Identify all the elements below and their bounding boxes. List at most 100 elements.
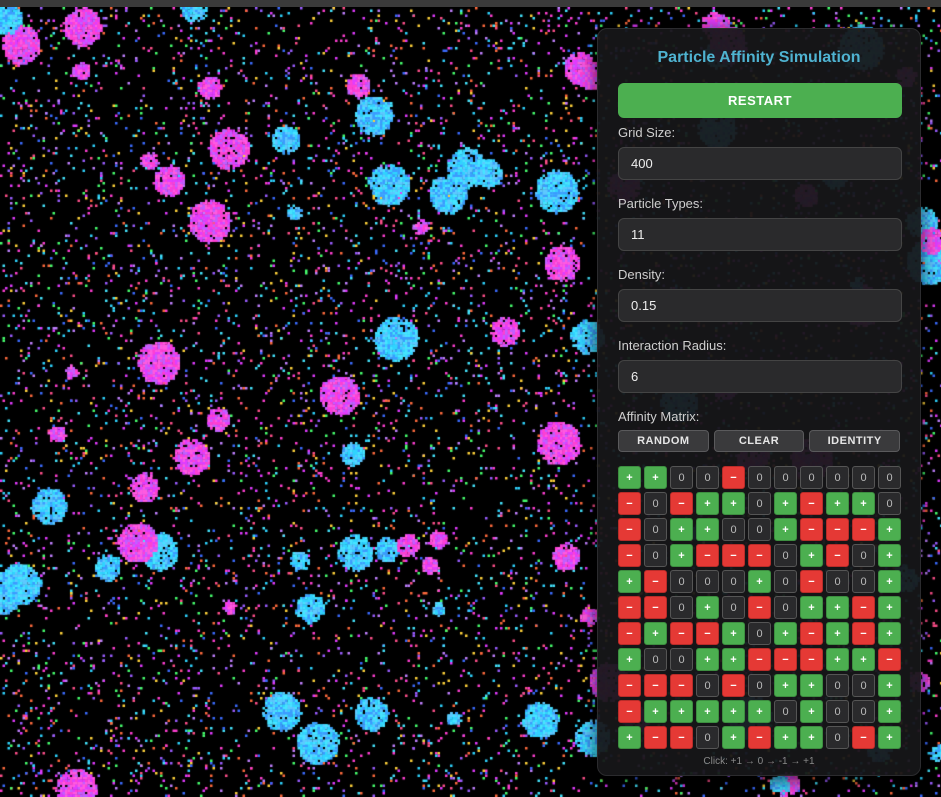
matrix-cell[interactable]: 0 xyxy=(774,700,797,723)
matrix-cell[interactable]: 0 xyxy=(826,570,849,593)
matrix-cell[interactable]: + xyxy=(696,596,719,619)
matrix-cell[interactable]: + xyxy=(644,466,667,489)
matrix-cell[interactable]: + xyxy=(748,700,771,723)
matrix-cell[interactable]: + xyxy=(774,674,797,697)
random-button[interactable]: RANDOM xyxy=(618,430,709,452)
matrix-cell[interactable]: + xyxy=(878,518,901,541)
matrix-cell[interactable]: + xyxy=(722,726,745,749)
matrix-cell[interactable]: + xyxy=(878,622,901,645)
matrix-cell[interactable]: − xyxy=(618,674,641,697)
matrix-cell[interactable]: 0 xyxy=(644,492,667,515)
matrix-cell[interactable]: − xyxy=(696,622,719,645)
matrix-cell[interactable]: − xyxy=(748,726,771,749)
matrix-cell[interactable]: 0 xyxy=(878,492,901,515)
matrix-cell[interactable]: − xyxy=(618,492,641,515)
matrix-cell[interactable]: 0 xyxy=(774,570,797,593)
matrix-cell[interactable]: + xyxy=(774,726,797,749)
matrix-cell[interactable]: − xyxy=(748,596,771,619)
matrix-cell[interactable]: 0 xyxy=(696,466,719,489)
matrix-cell[interactable]: − xyxy=(670,492,693,515)
matrix-cell[interactable]: + xyxy=(618,726,641,749)
matrix-cell[interactable]: + xyxy=(696,518,719,541)
matrix-cell[interactable]: − xyxy=(774,648,797,671)
matrix-cell[interactable]: 0 xyxy=(826,674,849,697)
matrix-cell[interactable]: 0 xyxy=(852,570,875,593)
matrix-cell[interactable]: + xyxy=(618,570,641,593)
matrix-cell[interactable]: 0 xyxy=(722,570,745,593)
matrix-cell[interactable]: − xyxy=(644,726,667,749)
matrix-cell[interactable]: 0 xyxy=(696,570,719,593)
matrix-cell[interactable]: 0 xyxy=(670,466,693,489)
matrix-cell[interactable]: + xyxy=(670,544,693,567)
clear-button[interactable]: CLEAR xyxy=(713,430,805,452)
matrix-cell[interactable]: + xyxy=(696,492,719,515)
matrix-cell[interactable]: + xyxy=(878,544,901,567)
matrix-cell[interactable]: 0 xyxy=(722,596,745,619)
matrix-cell[interactable]: 0 xyxy=(748,466,771,489)
matrix-cell[interactable]: + xyxy=(800,596,823,619)
matrix-cell[interactable]: − xyxy=(618,518,641,541)
matrix-cell[interactable]: + xyxy=(800,700,823,723)
matrix-cell[interactable]: + xyxy=(644,700,667,723)
matrix-cell[interactable]: − xyxy=(878,648,901,671)
matrix-cell[interactable]: + xyxy=(800,674,823,697)
matrix-cell[interactable]: − xyxy=(852,622,875,645)
matrix-cell[interactable]: 0 xyxy=(748,674,771,697)
matrix-cell[interactable]: − xyxy=(618,596,641,619)
matrix-cell[interactable]: − xyxy=(852,518,875,541)
matrix-cell[interactable]: + xyxy=(670,518,693,541)
matrix-cell[interactable]: + xyxy=(696,700,719,723)
matrix-cell[interactable]: 0 xyxy=(852,700,875,723)
matrix-cell[interactable]: − xyxy=(670,622,693,645)
matrix-cell[interactable]: − xyxy=(644,570,667,593)
matrix-cell[interactable]: + xyxy=(774,622,797,645)
matrix-cell[interactable]: + xyxy=(826,648,849,671)
matrix-cell[interactable]: − xyxy=(644,674,667,697)
matrix-cell[interactable]: 0 xyxy=(644,544,667,567)
matrix-cell[interactable]: 0 xyxy=(852,466,875,489)
matrix-cell[interactable]: 0 xyxy=(748,492,771,515)
matrix-cell[interactable]: − xyxy=(852,596,875,619)
matrix-cell[interactable]: + xyxy=(670,700,693,723)
matrix-cell[interactable]: + xyxy=(878,596,901,619)
matrix-cell[interactable]: + xyxy=(748,570,771,593)
matrix-cell[interactable]: + xyxy=(878,570,901,593)
matrix-cell[interactable]: + xyxy=(618,648,641,671)
matrix-cell[interactable]: − xyxy=(800,492,823,515)
matrix-cell[interactable]: − xyxy=(800,648,823,671)
matrix-cell[interactable]: − xyxy=(722,544,745,567)
matrix-cell[interactable]: − xyxy=(826,518,849,541)
matrix-cell[interactable]: + xyxy=(852,648,875,671)
matrix-cell[interactable]: + xyxy=(722,622,745,645)
matrix-cell[interactable]: + xyxy=(722,700,745,723)
matrix-cell[interactable]: 0 xyxy=(774,596,797,619)
matrix-cell[interactable]: − xyxy=(644,596,667,619)
particle-types-input[interactable] xyxy=(618,218,902,251)
matrix-cell[interactable]: − xyxy=(800,622,823,645)
matrix-cell[interactable]: + xyxy=(878,674,901,697)
matrix-cell[interactable]: 0 xyxy=(826,726,849,749)
grid-size-input[interactable] xyxy=(618,147,902,180)
matrix-cell[interactable]: − xyxy=(800,518,823,541)
matrix-cell[interactable]: 0 xyxy=(722,518,745,541)
matrix-cell[interactable]: − xyxy=(748,648,771,671)
matrix-cell[interactable]: + xyxy=(722,648,745,671)
matrix-cell[interactable]: − xyxy=(670,726,693,749)
matrix-cell[interactable]: 0 xyxy=(670,570,693,593)
matrix-cell[interactable]: − xyxy=(618,700,641,723)
matrix-cell[interactable]: 0 xyxy=(670,648,693,671)
matrix-cell[interactable]: + xyxy=(696,648,719,671)
matrix-cell[interactable]: − xyxy=(722,466,745,489)
matrix-cell[interactable]: − xyxy=(618,544,641,567)
matrix-cell[interactable]: + xyxy=(878,726,901,749)
identity-button[interactable]: IDENTITY xyxy=(809,430,901,452)
matrix-cell[interactable]: 0 xyxy=(774,466,797,489)
matrix-cell[interactable]: − xyxy=(670,674,693,697)
matrix-cell[interactable]: 0 xyxy=(852,674,875,697)
matrix-cell[interactable]: 0 xyxy=(800,466,823,489)
matrix-cell[interactable]: + xyxy=(826,622,849,645)
matrix-cell[interactable]: − xyxy=(722,674,745,697)
matrix-cell[interactable]: − xyxy=(852,726,875,749)
matrix-cell[interactable]: 0 xyxy=(670,596,693,619)
matrix-cell[interactable]: 0 xyxy=(826,700,849,723)
